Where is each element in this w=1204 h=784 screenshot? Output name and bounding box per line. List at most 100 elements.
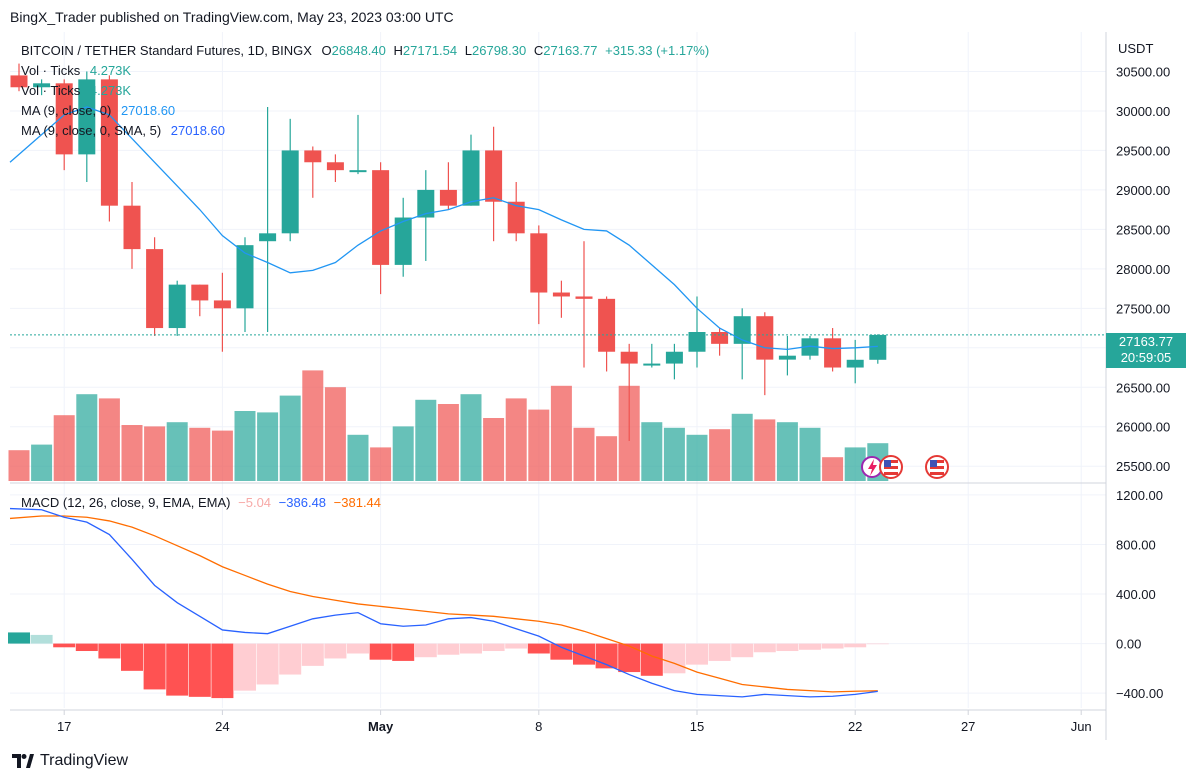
volume-bar	[731, 413, 753, 481]
macd-hist-bar	[799, 643, 821, 650]
macd-signal-line	[9, 515, 878, 693]
macd-line	[9, 507, 878, 698]
price-tick-label: 30500.00	[1116, 64, 1170, 79]
macd-hist-bar	[640, 643, 663, 676]
macd-legend: MACD (12, 26, close, 9, EMA, EMA) −5.04 …	[21, 495, 382, 510]
macd-hist-bar	[121, 643, 143, 671]
macd-hist-bar	[369, 643, 392, 660]
price-tick-label: 30000.00	[1116, 104, 1170, 119]
symbol-name: BITCOIN / TETHER Standard Futures, 1D, B…	[21, 43, 312, 58]
volume-bar	[211, 430, 233, 481]
macd-hist-bar	[731, 643, 754, 658]
volume-bars	[8, 370, 889, 481]
low-value: 26798.30	[472, 43, 527, 58]
macd-hist-bar	[256, 643, 279, 685]
volume-bar	[31, 444, 53, 481]
current-price: 27163.77	[1118, 334, 1174, 349]
volume-bar	[573, 427, 595, 481]
volume-bar	[189, 427, 211, 481]
candle-body	[824, 338, 842, 368]
macd-hist-value: −5.04	[238, 495, 272, 510]
ma-legend-2: MA (9, close, 0, SMA, 5) 27018.60	[21, 123, 226, 138]
macd-hist-bar	[550, 643, 573, 660]
candle-body	[711, 332, 729, 344]
volume-bar	[98, 398, 120, 481]
candle-body	[552, 292, 570, 297]
macd-hist-bar	[53, 643, 76, 648]
price-tick-label: 28000.00	[1116, 262, 1170, 277]
volume-bar	[776, 422, 798, 481]
tradingview-footer[interactable]: TradingView	[12, 752, 128, 770]
macd-hist-bar	[211, 643, 234, 699]
volume-bar	[302, 370, 324, 481]
candle-body	[869, 334, 887, 360]
volume-bar	[144, 426, 166, 481]
candle-body	[394, 217, 412, 265]
macd-tick-label: 0.00	[1116, 637, 1141, 652]
candle-body	[575, 296, 593, 299]
time-tick-label: 24	[215, 719, 229, 734]
macd-hist-bar	[279, 643, 302, 675]
time-tick-label: May	[368, 719, 394, 734]
volume-bar	[415, 399, 437, 481]
candle-body	[10, 75, 28, 88]
volume-bar	[437, 404, 459, 481]
volume-bar	[76, 394, 98, 481]
macd-tick-label: 1200.00	[1116, 488, 1163, 503]
macd-hist-bar	[460, 643, 482, 654]
macd-hist-bar	[776, 643, 799, 652]
time-tick-label: Jun	[1071, 719, 1092, 734]
time-axis: 17 24 May 8 15 22 27 Jun	[57, 710, 1092, 734]
volume-bar	[754, 419, 776, 481]
high-value: 27171.54	[402, 43, 458, 58]
macd-hist-bar	[143, 643, 166, 690]
macd-hist-bar	[75, 643, 98, 652]
event-icons[interactable]	[861, 455, 949, 479]
time-tick-label: 27	[961, 719, 975, 734]
macd-hist-bar	[301, 643, 324, 666]
candle-body	[778, 355, 796, 360]
time-tick-label: 8	[535, 719, 542, 734]
macd-histogram	[8, 632, 889, 699]
candle-body	[304, 150, 322, 163]
price-axis: 30500.00 30000.00 29500.00 29000.00 28500.00…	[1116, 64, 1170, 701]
candle-body	[665, 351, 683, 364]
candle-body	[801, 338, 819, 356]
volume-bar	[550, 385, 572, 481]
volume-bar	[596, 436, 618, 481]
macd-hist-bar	[234, 643, 256, 691]
volume-bar	[505, 398, 527, 481]
volume-bar	[663, 427, 685, 481]
close-value: 27163.77	[543, 43, 598, 58]
volume-bar	[121, 425, 143, 481]
macd-hist-bar	[392, 643, 415, 661]
macd-hist-bar	[708, 643, 731, 661]
candle-body	[326, 162, 344, 171]
macd-hist-bar	[866, 643, 889, 645]
price-tick-label: 25500.00	[1116, 459, 1170, 474]
macd-hist-bar	[753, 643, 776, 653]
volume-bar	[234, 411, 256, 481]
candle-body	[372, 170, 390, 265]
macd-hist-bar	[414, 643, 437, 658]
macd-hist-bar	[844, 643, 867, 648]
macd-hist-bar	[437, 643, 460, 655]
candle-body	[417, 189, 435, 218]
candle-body	[55, 83, 73, 155]
volume-bar	[166, 422, 188, 481]
volume-bar	[483, 418, 505, 481]
current-price-tag: 27163.77 20:59:05	[1106, 333, 1186, 368]
candle-body	[462, 150, 480, 206]
candle-body	[349, 170, 367, 173]
macd-hist-bar	[618, 643, 641, 673]
symbol-legend: BITCOIN / TETHER Standard Futures, 1D, B…	[21, 43, 710, 58]
volume-bar	[8, 450, 30, 481]
candle-body	[236, 245, 254, 309]
macd-hist-bar	[482, 643, 505, 652]
candle-body	[123, 205, 141, 250]
macd-tick-label: 400.00	[1116, 587, 1156, 602]
candle-body	[688, 332, 706, 352]
ma-line	[9, 106, 878, 351]
time-tick-label: 15	[690, 719, 704, 734]
